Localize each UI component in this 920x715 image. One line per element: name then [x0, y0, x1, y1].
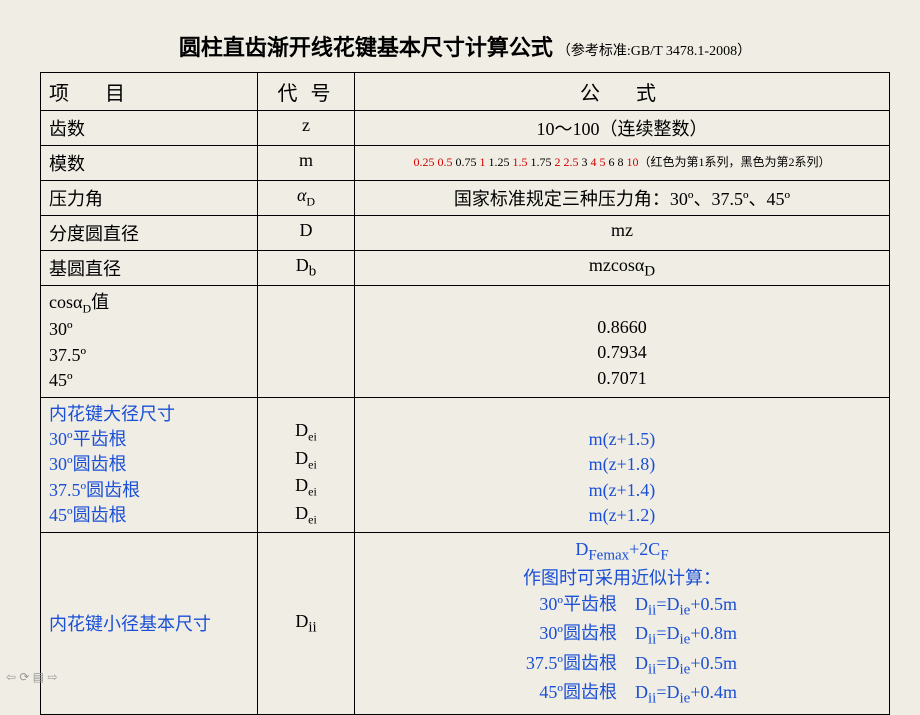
- hdr-formula: 公 式: [355, 73, 890, 111]
- cell-formula: m(z+1.5)m(z+1.8)m(z+1.4)m(z+1.2): [355, 397, 890, 532]
- row-Db: 基圆直径 Db mzcosαD: [41, 251, 890, 286]
- cell-formula: 0.86600.79340.7071: [355, 286, 890, 398]
- cell-sym: m: [258, 146, 355, 181]
- cell-formula: mz: [355, 216, 890, 251]
- cell-sym: z: [258, 111, 355, 146]
- cell-sym: Db: [258, 251, 355, 286]
- row-z: 齿数 z 10～100（连续整数）: [41, 111, 890, 146]
- cell-formula: DFemax+2CF作图时可采用近似计算：30º平齿根 Dii=Die+0.5m…: [355, 532, 890, 714]
- hdr-item: 项 目: [41, 73, 258, 111]
- cell-sym: [258, 286, 355, 398]
- cell-name: 分度圆直径: [41, 216, 258, 251]
- hdr-symbol: 代 号: [258, 73, 355, 111]
- row-m: 模数 m 0.25 0.5 0.75 1 1.25 1.5 1.75 2 2.5…: [41, 146, 890, 181]
- cell-name: 齿数: [41, 111, 258, 146]
- cell-formula: mzcosαD: [355, 251, 890, 286]
- cell-name: 内花键小径基本尺寸: [41, 532, 258, 714]
- formula-table: 项 目 代 号 公 式 齿数 z 10～100（连续整数） 模数 m 0.25 …: [40, 72, 890, 715]
- row-alpha: 压力角 αD 国家标准规定三种压力角：30º、37.5º、45º: [41, 181, 890, 216]
- cell-formula: 0.25 0.5 0.75 1 1.25 1.5 1.75 2 2.5 3 4 …: [355, 146, 890, 181]
- title-main: 圆柱直齿渐开线花键基本尺寸计算公式: [179, 35, 553, 60]
- cell-name: 内花键大径尺寸30º平齿根30º圆齿根37.5º圆齿根45º圆齿根: [41, 397, 258, 532]
- row-D: 分度圆直径 D mz: [41, 216, 890, 251]
- cell-name: cosαD值30º37.5º45º: [41, 286, 258, 398]
- cell-name: 基圆直径: [41, 251, 258, 286]
- cell-sym: DeiDeiDeiDei: [258, 397, 355, 532]
- row-cos: cosαD值30º37.5º45º 0.86600.79340.7071: [41, 286, 890, 398]
- cell-formula: 10～100（连续整数）: [355, 111, 890, 146]
- row-Dii: 内花键小径基本尺寸 Dii DFemax+2CF作图时可采用近似计算：30º平齿…: [41, 532, 890, 714]
- cell-name: 模数: [41, 146, 258, 181]
- cell-sym: Dii: [258, 532, 355, 714]
- title-ref: （参考标准:GB/T 3478.1-2008）: [557, 44, 751, 59]
- slide-nav[interactable]: ⇦ ⟳ ▤ ⇨: [6, 670, 58, 684]
- cell-name: 压力角: [41, 181, 258, 216]
- table-header-row: 项 目 代 号 公 式: [41, 73, 890, 111]
- cell-sym: D: [258, 216, 355, 251]
- cell-formula: 国家标准规定三种压力角：30º、37.5º、45º: [355, 181, 890, 216]
- cell-sym: αD: [258, 181, 355, 216]
- row-Dei: 内花键大径尺寸30º平齿根30º圆齿根37.5º圆齿根45º圆齿根 DeiDei…: [41, 397, 890, 532]
- page-title: 圆柱直齿渐开线花键基本尺寸计算公式 （参考标准:GB/T 3478.1-2008…: [40, 30, 890, 62]
